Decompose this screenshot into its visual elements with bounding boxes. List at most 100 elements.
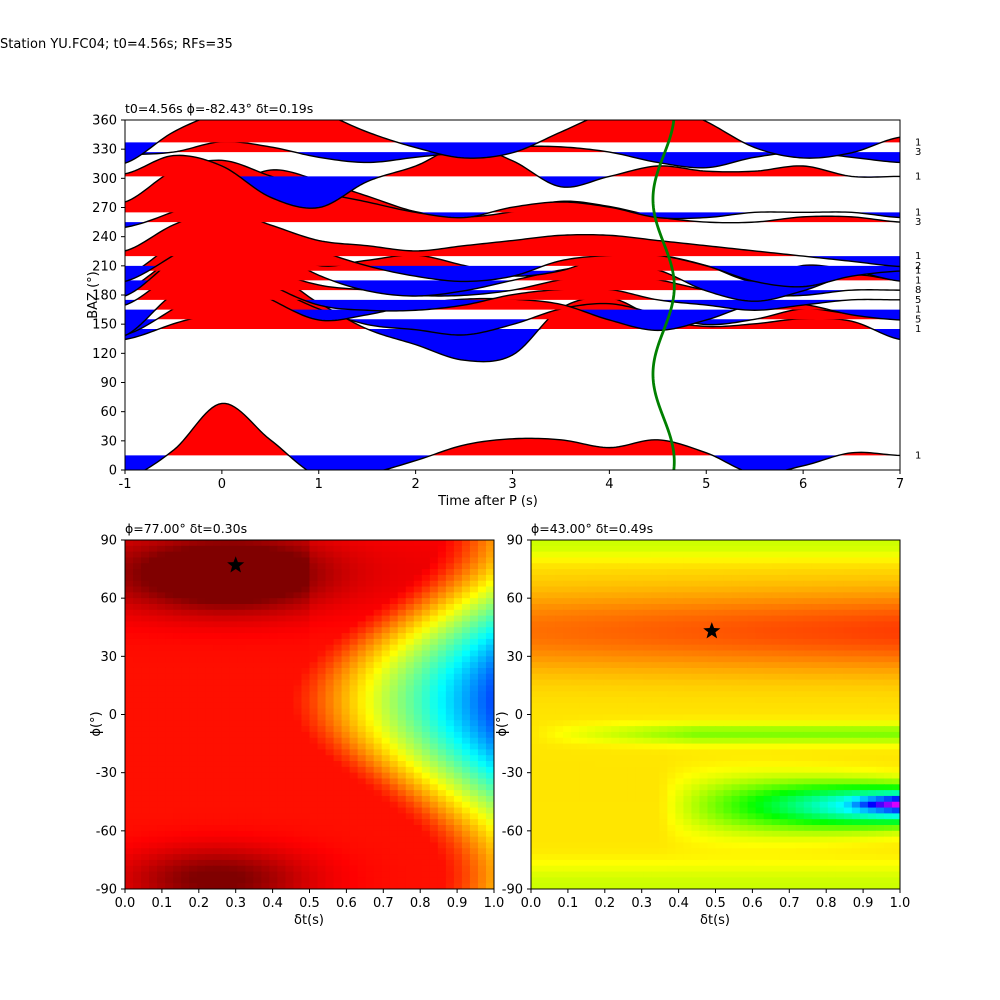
- heat-cell: [587, 714, 596, 721]
- heat-cell: [643, 627, 652, 634]
- heat-cell: [867, 772, 877, 780]
- heat-cell: [133, 540, 142, 547]
- heat-cell: [213, 877, 222, 884]
- heat-cell: [843, 551, 853, 559]
- heat-cell: [739, 540, 749, 547]
- heat-cell: [643, 755, 652, 762]
- heat-cell: [277, 726, 287, 733]
- heat-cell: [675, 540, 685, 547]
- heat-cell: [803, 574, 813, 582]
- heat-cell: [309, 749, 319, 756]
- heat-cell: [389, 662, 399, 669]
- heat-cell: [221, 598, 230, 605]
- heat-cell: [827, 708, 837, 716]
- heat-cell: [245, 737, 254, 745]
- heat-cell: [261, 854, 270, 861]
- heat-cell: [197, 557, 206, 564]
- heat-cell: [539, 615, 548, 623]
- heat-cell: [445, 638, 455, 646]
- heat-cell: [397, 609, 407, 617]
- heat-cell: [149, 726, 158, 733]
- heat-cell: [603, 598, 612, 605]
- heat-cell: [707, 778, 717, 785]
- heat-cell: [651, 795, 660, 803]
- heat-cell: [867, 557, 877, 564]
- heat-cell: [373, 569, 383, 576]
- heat-cell: [747, 761, 757, 768]
- heat-cell: [723, 766, 733, 774]
- heat-cell: [739, 720, 749, 727]
- heat-cell: [659, 557, 668, 564]
- heat-cell: [763, 603, 773, 611]
- heat-cell: [883, 708, 893, 716]
- heat-cell: [547, 731, 556, 739]
- heat-cell: [133, 667, 142, 675]
- heat-cell: [389, 714, 399, 721]
- heat-cell: [699, 697, 709, 704]
- heat-cell: [437, 726, 447, 733]
- heat-cell: [357, 685, 367, 692]
- heat-cell: [125, 667, 134, 675]
- heat-cell: [851, 540, 861, 547]
- heat-cell: [205, 545, 214, 553]
- heat-cell: [405, 638, 415, 646]
- heat-cell: [365, 859, 375, 867]
- heat-cell: [221, 813, 230, 820]
- heat-cell: [133, 883, 142, 889]
- heat-cell: [795, 714, 805, 721]
- heat-cell: [413, 697, 423, 704]
- heat-cell: [795, 644, 805, 652]
- heat-cell: [469, 766, 479, 774]
- heat-cell: [771, 545, 781, 553]
- heat-cell: [787, 667, 797, 675]
- heat-cell: [587, 650, 596, 657]
- heat-cell: [221, 644, 230, 652]
- heat-cell: [867, 569, 877, 576]
- heat-cell: [579, 638, 588, 646]
- heat-cell: [843, 644, 853, 652]
- heat-cell: [357, 650, 367, 657]
- heat-cell: [627, 580, 636, 588]
- heat-cell: [341, 819, 351, 826]
- heat-cell: [405, 825, 415, 832]
- heat-cell: [469, 871, 479, 878]
- heat-cell: [643, 714, 652, 721]
- heat-cell: [539, 656, 548, 663]
- heat-cell: [835, 731, 845, 739]
- heat-cell: [715, 633, 725, 640]
- heat-cell: [731, 603, 741, 611]
- heat-cell: [843, 755, 853, 762]
- heat-cell: [141, 790, 150, 797]
- heat-cell: [539, 603, 548, 611]
- heat-cell: [357, 801, 367, 809]
- heat-cell: [397, 813, 407, 820]
- heat-cell: [587, 667, 596, 675]
- heat-cell: [747, 545, 757, 553]
- heat-cell: [547, 679, 556, 687]
- heat-cell: [453, 685, 463, 692]
- heat-cell: [771, 615, 781, 623]
- heat-cell: [237, 795, 246, 803]
- heat-cell: [269, 545, 279, 553]
- heat-cell: [795, 557, 805, 564]
- heat-cell: [563, 714, 572, 721]
- heat-cell: [269, 795, 279, 803]
- heat-cell: [531, 743, 540, 750]
- heat-cell: [531, 557, 540, 564]
- heat-cell: [397, 702, 407, 710]
- heat-cell: [555, 772, 564, 780]
- heat-cell: [771, 743, 781, 750]
- heat-cell: [739, 766, 749, 774]
- heat-cell: [445, 784, 455, 791]
- heat-cell: [261, 662, 270, 669]
- heat-cell: [611, 737, 620, 745]
- heat-cell: [373, 778, 383, 785]
- heat-cell: [707, 761, 717, 768]
- heat-cell: [795, 540, 805, 547]
- heat-cell: [453, 702, 463, 710]
- heat-cell: [715, 720, 725, 727]
- heat-cell: [795, 574, 805, 582]
- heat-cell: [707, 702, 717, 710]
- heat-cell: [125, 726, 134, 733]
- heat-cell: [675, 598, 685, 605]
